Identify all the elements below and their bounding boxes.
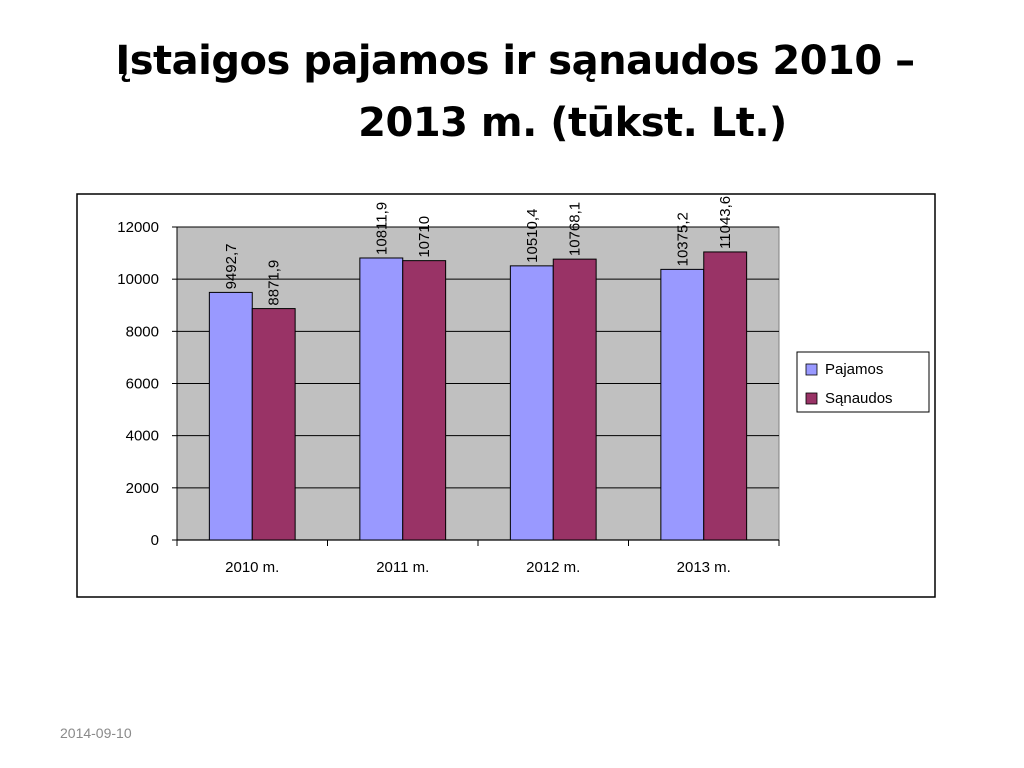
bar-sanaudos (552, 258, 597, 541)
legend-swatch-sanaudos (805, 392, 818, 405)
y-tick-label: 6000 (126, 376, 159, 393)
legend-label-sanaudos: Sąnaudos (825, 390, 893, 407)
bar-pajamos (359, 257, 404, 541)
y-tick-label: 2000 (126, 480, 159, 497)
y-tick-label: 4000 (126, 428, 159, 445)
slide-title-line-2: 2013 m. (tūkst. Lt.) (358, 100, 787, 146)
bars (208, 251, 748, 541)
bar-sanaudos (251, 308, 296, 541)
slide-title-line-1: Įstaigos pajamos ir sąnaudos 2010 – (115, 38, 915, 84)
data-labels: 9492,7 8871,9 10811,9 10710 10510,4 10768,1 10… (223, 196, 734, 306)
y-tick-label: 10000 (117, 271, 159, 288)
y-tick-label: 8000 (126, 323, 159, 340)
bar-sanaudos (703, 251, 748, 541)
bar-pajamos (208, 291, 253, 541)
y-axis-ticks: 0 2000 4000 6000 8000 10000 12000 (117, 219, 178, 549)
data-label: 11043,6 (717, 196, 734, 249)
bar-sanaudos (402, 260, 447, 541)
legend-swatch-pajamos (805, 363, 818, 376)
data-label: 10811,9 (373, 202, 390, 255)
legend: Pajamos Sąnaudos (796, 351, 930, 413)
data-label: 9492,7 (223, 244, 240, 290)
bar-pajamos (660, 268, 705, 541)
slide-title: Įstaigos pajamos ir sąnaudos 2010 – 2013… (60, 30, 970, 154)
x-tick-label: 2011 m. (376, 559, 429, 576)
bar-pajamos (509, 265, 554, 541)
y-tick-label: 12000 (117, 219, 159, 236)
slide-date: 2014-09-10 (60, 725, 132, 741)
x-tick-label: 2012 m. (526, 559, 580, 576)
data-label: 10510,4 (524, 209, 541, 263)
legend-label-pajamos: Pajamos (825, 361, 883, 378)
y-tick-label: 0 (151, 532, 159, 549)
data-label: 10768,1 (567, 202, 584, 256)
data-label: 10710 (416, 216, 433, 258)
legend-box (796, 351, 930, 413)
data-label: 10375,2 (674, 212, 691, 266)
x-tick-label: 2010 m. (225, 559, 279, 576)
data-label: 8871,9 (266, 260, 283, 306)
x-tick-label: 2013 m. (677, 559, 731, 576)
